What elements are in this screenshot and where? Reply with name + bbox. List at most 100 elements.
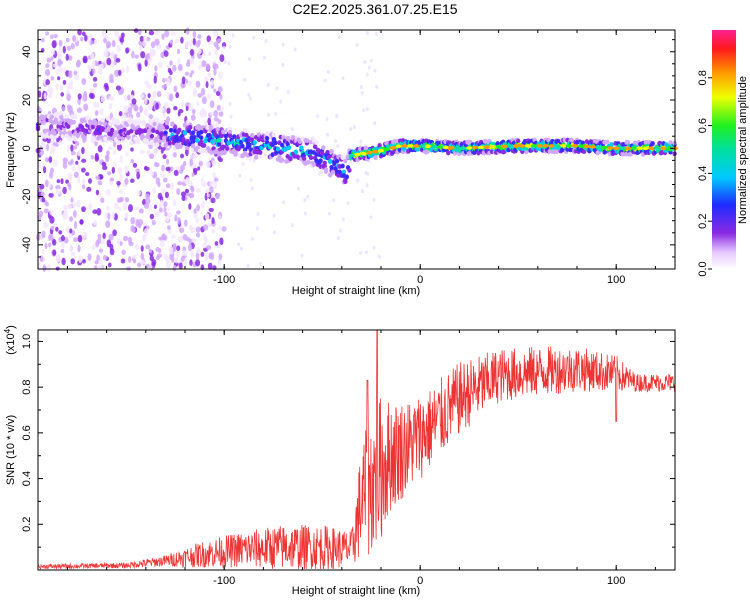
spectrogram-noise-mark (219, 237, 224, 245)
spectrogram-noise-mark (177, 63, 183, 72)
spectrogram-noise-mark (94, 110, 99, 116)
spectrogram-noise-mark (107, 212, 111, 221)
spectrogram-noise-mark (179, 169, 183, 174)
spectrogram-noise-mark (138, 45, 143, 51)
spectrogram-noise-mark (177, 181, 183, 186)
spectrogram-noise-mark (246, 263, 250, 268)
spectrogram-ridge-mark (168, 127, 174, 133)
spectrogram-noise-mark (256, 211, 260, 216)
spectrogram-noise-mark (174, 214, 178, 222)
spectrogram-noise-mark (57, 60, 63, 65)
spectrogram-noise-mark (125, 47, 129, 54)
spectrogram-noise-mark (77, 244, 81, 253)
spectrogram-noise-mark (238, 173, 242, 178)
spectrogram-noise-mark (173, 85, 178, 93)
spectrogram-core-mark (407, 144, 414, 148)
spectrogram-noise-mark (151, 258, 157, 266)
spectrogram-ridge-mark (344, 174, 349, 180)
spectrogram-noise-mark (175, 92, 180, 99)
spectrogram-noise-mark (46, 143, 50, 151)
spectrogram-noise-mark (359, 251, 363, 256)
spectrogram-noise-mark (39, 183, 45, 190)
spectrogram-ridge-mark (200, 148, 205, 154)
spectrogram-noise-mark (119, 241, 123, 247)
spectrogram-noise-mark (190, 185, 195, 193)
spectrogram-core-mark (483, 145, 490, 149)
spectrogram-noise-mark (113, 161, 117, 167)
spectrogram-noise-mark (229, 114, 233, 119)
spectrogram-noise-mark (250, 186, 254, 191)
spectrogram-noise-mark (228, 44, 232, 49)
spectrogram-noise-mark (50, 76, 55, 81)
spectrogram-noise-mark (66, 93, 71, 102)
spectrogram-noise-mark (162, 112, 166, 119)
spectrogram-core-mark (413, 144, 420, 148)
spectrogram-noise-mark (209, 185, 214, 194)
spectrogram-ridge-mark (114, 130, 119, 136)
spectrogram-noise-mark (210, 79, 215, 86)
spectrogram-noise-mark (70, 151, 76, 156)
spectrogram-noise-mark (126, 94, 132, 101)
spectrogram-noise-mark (159, 239, 165, 248)
spectrogram-noise-mark (147, 93, 151, 99)
spectrogram-noise-mark (164, 101, 169, 109)
spectrogram-ridge-mark (71, 119, 76, 125)
spectrogram-ridge-mark (105, 116, 111, 121)
spectrogram-noise-mark (127, 236, 133, 244)
spectrogram-noise-mark (327, 211, 331, 216)
spectrogram-noise-mark (87, 35, 91, 44)
spectrogram-noise-mark (67, 82, 72, 90)
spectrogram-noise-mark (123, 94, 128, 102)
spectrogram-core-mark (442, 145, 449, 150)
spectrogram-noise-mark (339, 228, 343, 233)
spectrogram-noise-mark (208, 40, 214, 46)
spectrogram-ridge-mark (199, 129, 204, 135)
spectrogram-noise-mark (41, 248, 45, 255)
spectrogram-noise-mark (94, 265, 98, 270)
spectrogram-noise-mark (209, 180, 214, 187)
spectrogram-noise-mark (98, 248, 104, 253)
spectrogram-noise-mark (119, 37, 125, 43)
spectrogram-noise-mark (93, 39, 97, 46)
spectrogram-ridge-mark (177, 127, 182, 133)
spectrogram-noise-mark (81, 78, 87, 85)
spectrogram-noise-mark (150, 171, 154, 176)
spectrogram-noise-mark (106, 150, 110, 156)
spectrogram-noise-mark (55, 184, 61, 190)
spectrogram-noise-mark (71, 165, 76, 172)
spectrogram-noise-mark (184, 178, 189, 185)
spectrogram-noise-mark (46, 57, 52, 63)
spectrogram-noise-mark (166, 107, 171, 114)
spectrogram-noise-mark (325, 117, 329, 122)
spectrogram-noise-mark (182, 160, 187, 167)
spectrogram-core-mark (495, 144, 502, 149)
spectrogram-noise-mark (263, 153, 267, 158)
spectrogram-ridge-mark (149, 133, 155, 139)
spectrogram-noise-mark (67, 182, 71, 187)
spectrogram-noise-mark (189, 49, 195, 56)
spectrogram-noise-mark (50, 145, 56, 154)
spectrogram-noise-mark (72, 35, 77, 43)
spectrogram-noise-mark (95, 189, 100, 196)
spectrogram-noise-mark (75, 61, 80, 68)
spectrogram-noise-mark (65, 53, 69, 61)
spectrogram-ridge-mark (319, 150, 325, 156)
spectrogram-noise-mark (82, 57, 88, 64)
spectrogram-noise-mark (132, 254, 137, 259)
spectrogram-noise-mark (179, 227, 185, 234)
spectrogram-noise-mark (180, 101, 185, 108)
spectrogram-noise-mark (130, 158, 135, 164)
spectrogram-noise-mark (196, 246, 200, 254)
spectrogram-ridge-mark (126, 134, 131, 140)
spectrogram-noise-mark (43, 208, 49, 214)
spectrogram-noise-mark (303, 198, 307, 203)
spectrogram-noise-mark (248, 157, 252, 162)
spectrogram-ridge-mark (52, 131, 57, 136)
spectrogram-ridge-mark (306, 159, 311, 165)
spectrogram-ridge-mark (280, 142, 285, 148)
spectrogram-noise-mark (114, 69, 120, 77)
spectrogram-noise-mark (171, 31, 176, 37)
spectrogram-noise-mark (210, 197, 216, 204)
colorbar-tick-label: 0.4 (697, 166, 709, 181)
spectrogram-noise-mark (109, 243, 114, 251)
